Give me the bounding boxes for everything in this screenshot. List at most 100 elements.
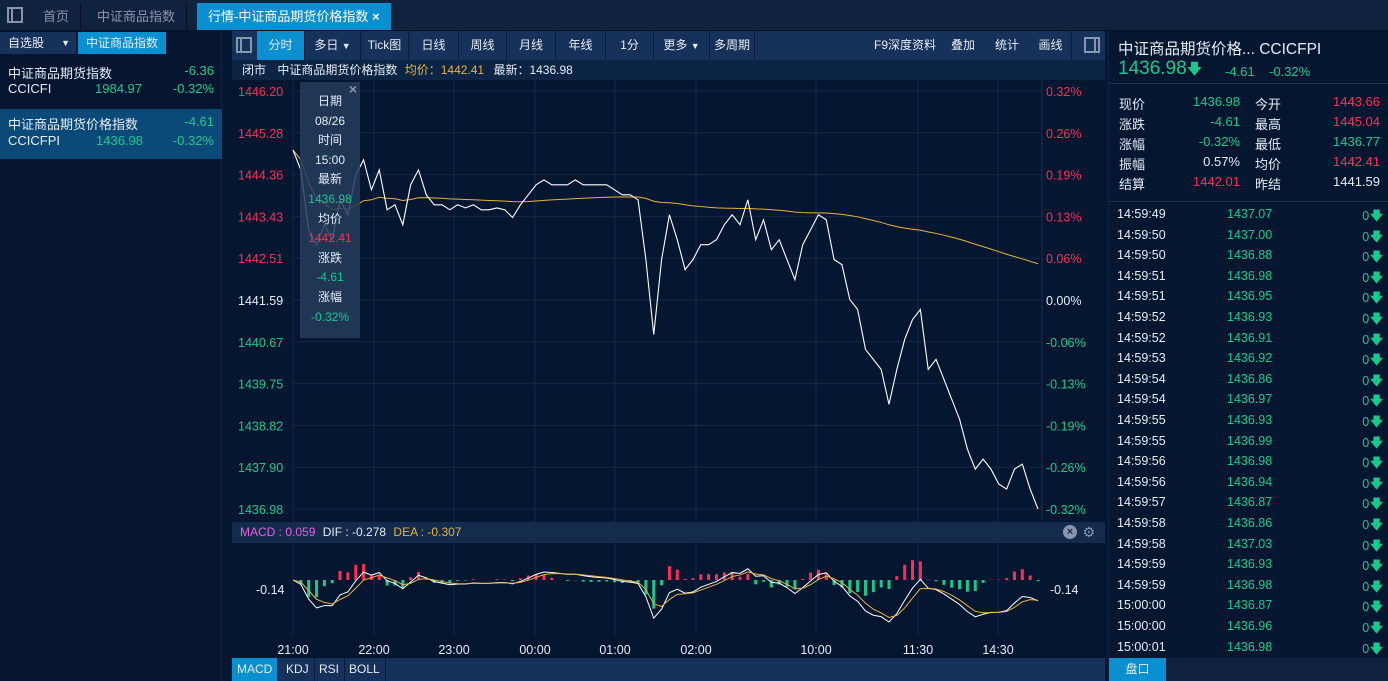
tab-boll[interactable]: BOLL: [344, 658, 386, 681]
tick-time: 14:59:57: [1117, 495, 1166, 510]
tab-home[interactable]: 首页: [32, 3, 82, 30]
tick-volume: 0🡇: [1362, 598, 1383, 619]
tick-volume: 0🡇: [1362, 331, 1383, 352]
f9-button[interactable]: F9深度资料: [873, 38, 936, 52]
tick-time: 14:59:56: [1117, 454, 1166, 469]
pct-tick-label: 0.13%: [1046, 210, 1081, 224]
pct-tick-label: 0.00%: [1046, 294, 1081, 308]
pct-tick-label: 0.32%: [1046, 85, 1081, 99]
tt-label: 均价: [317, 211, 342, 226]
gear-icon[interactable]: ⚙: [1082, 524, 1095, 540]
dif-line: [292, 568, 1039, 623]
quote-label: 最低: [1255, 137, 1282, 152]
arrow-down-icon: 🡇: [1370, 394, 1383, 409]
tick-row: 14:59:59 1436.98 0🡇: [1109, 576, 1388, 597]
volume: 0: [1362, 497, 1370, 512]
tab-multi-day[interactable]: 多日 ▼: [305, 31, 361, 60]
x-tick-label: 10:00: [800, 643, 831, 657]
tab-more[interactable]: 更多 ▼: [654, 31, 710, 60]
tt-value: -0.32%: [310, 309, 350, 324]
tick-volume: 0🡇: [1362, 578, 1383, 599]
sidebar-toggle-icon[interactable]: [7, 7, 23, 23]
volume: 0: [1362, 394, 1370, 409]
volume: 0: [1362, 621, 1370, 635]
chevron-down-icon: ▼: [61, 38, 70, 48]
tab-rsi[interactable]: RSI: [314, 658, 346, 681]
volume: 0: [1362, 209, 1370, 223]
draw-button[interactable]: 画线: [1030, 31, 1072, 60]
y-tick-label: 1444.36: [238, 169, 283, 183]
arrow-down-icon: 🡇: [1370, 229, 1383, 244]
tab-monthly[interactable]: 月线: [507, 31, 556, 60]
tab-intraday[interactable]: 分时: [257, 31, 305, 60]
panel-toggle-icon[interactable]: [236, 37, 252, 53]
tick-volume: 0🡇: [1362, 228, 1383, 249]
close-icon[interactable]: ×: [1063, 525, 1077, 539]
arrow-down-icon: 🡇: [1370, 270, 1383, 285]
market-status: 闭市: [242, 63, 267, 77]
tick-price: 1437.07: [1227, 207, 1273, 221]
ccic-index-tab[interactable]: 中证商品指数: [78, 32, 167, 54]
instrument-name: 中证商品期货价格指数: [277, 63, 398, 77]
tick-row: 14:59:51 1436.98 0🡇: [1109, 267, 1388, 288]
tick-time: 14:59:58: [1117, 536, 1166, 551]
close-icon[interactable]: ×: [348, 81, 357, 97]
quote-panel: 中证商品期货价格... CCICFPI 1436.98🡇 -4.61 -0.32…: [1108, 31, 1388, 681]
x-tick-label: 22:00: [358, 643, 389, 657]
y-tick-label: 1437.90: [238, 461, 283, 475]
arrow-down-icon: 🡇: [1370, 373, 1383, 388]
tab-weekly[interactable]: 周线: [459, 31, 507, 60]
volume: 0: [1362, 353, 1370, 368]
tab-yearly[interactable]: 年线: [556, 31, 606, 60]
avg-price-line: [292, 149, 1039, 265]
panel-toggle-right-icon[interactable]: [1084, 37, 1100, 53]
tick-row: 14:59:54 1436.97 0🡇: [1109, 390, 1388, 411]
stats-button[interactable]: 统计: [994, 38, 1019, 52]
list-item[interactable]: 中证商品期货指数 -6.36 CCICFI 1984.97 -0.32%: [0, 59, 222, 109]
tick-row: 15:00:01 1436.98 0🡇: [1109, 638, 1388, 659]
chevron-down-icon: ▼: [690, 41, 700, 51]
dif-value: DIF : -0.278: [322, 525, 387, 539]
quote-value: 1442.01: [1193, 174, 1240, 189]
tick-volume: 0🡇: [1362, 351, 1383, 372]
tick-volume: 0🡇: [1362, 537, 1383, 558]
tab-tick[interactable]: Tick图: [361, 31, 409, 60]
quote-value: 1436.77: [1333, 134, 1380, 149]
tab-multi-period[interactable]: 多周期: [710, 31, 755, 60]
tick-price: 1436.93: [1227, 310, 1273, 324]
tick-price: 1436.93: [1227, 413, 1273, 427]
item-price: 1436.98: [96, 133, 143, 148]
arrow-down-icon: 🡇: [1370, 579, 1383, 594]
close-icon[interactable]: ×: [371, 9, 380, 24]
tt-value: 08/26: [314, 113, 346, 128]
quote-label: 振幅: [1119, 157, 1146, 172]
arrow-down-icon: 🡇: [1370, 353, 1383, 368]
quote-value: 0.57%: [1203, 154, 1240, 169]
tab-kdj[interactable]: KDJ: [281, 658, 315, 681]
watchlist-tab[interactable]: 自选股 ▼: [0, 32, 76, 54]
quote-label: 现价: [1119, 97, 1146, 112]
tab-order-book[interactable]: 盘口: [1109, 658, 1166, 681]
tab-daily[interactable]: 日线: [409, 31, 459, 60]
tick-volume: 0🡇: [1362, 248, 1383, 269]
pct-tick-label: 0.06%: [1046, 252, 1081, 266]
volume: 0: [1362, 456, 1370, 471]
tab-macd[interactable]: MACD: [232, 658, 279, 681]
tick-price: 1436.92: [1227, 351, 1273, 366]
tab-1min[interactable]: 1分: [606, 31, 654, 60]
tick-time: 14:59:58: [1117, 516, 1166, 530]
tick-volume: 0🡇: [1362, 434, 1383, 455]
x-tick-label: 14:30: [982, 643, 1013, 657]
tab-quote[interactable]: 行情-中证商品期货价格指数 ×: [197, 3, 392, 30]
y-tick-label: 1440.67: [238, 336, 283, 350]
arrow-down-icon: 🡇: [1370, 621, 1383, 635]
volume: 0: [1362, 579, 1370, 594]
tab-ccic-index[interactable]: 中证商品指数: [86, 3, 188, 30]
list-item-selected[interactable]: 中证商品期货价格指数 -4.61 CCICFPI 1436.98 -0.32%: [0, 109, 222, 159]
intraday-chart[interactable]: 1446.20 0.32% 1445.28 0.26% 1444.36 0.19% 1443…: [232, 80, 1105, 658]
tick-time: 14:59:49: [1117, 207, 1166, 221]
tick-price: 1436.96: [1227, 619, 1273, 633]
overlay-button[interactable]: 叠加: [950, 38, 975, 52]
arrow-down-icon: 🡇: [1370, 332, 1383, 347]
volume: 0: [1362, 250, 1370, 265]
